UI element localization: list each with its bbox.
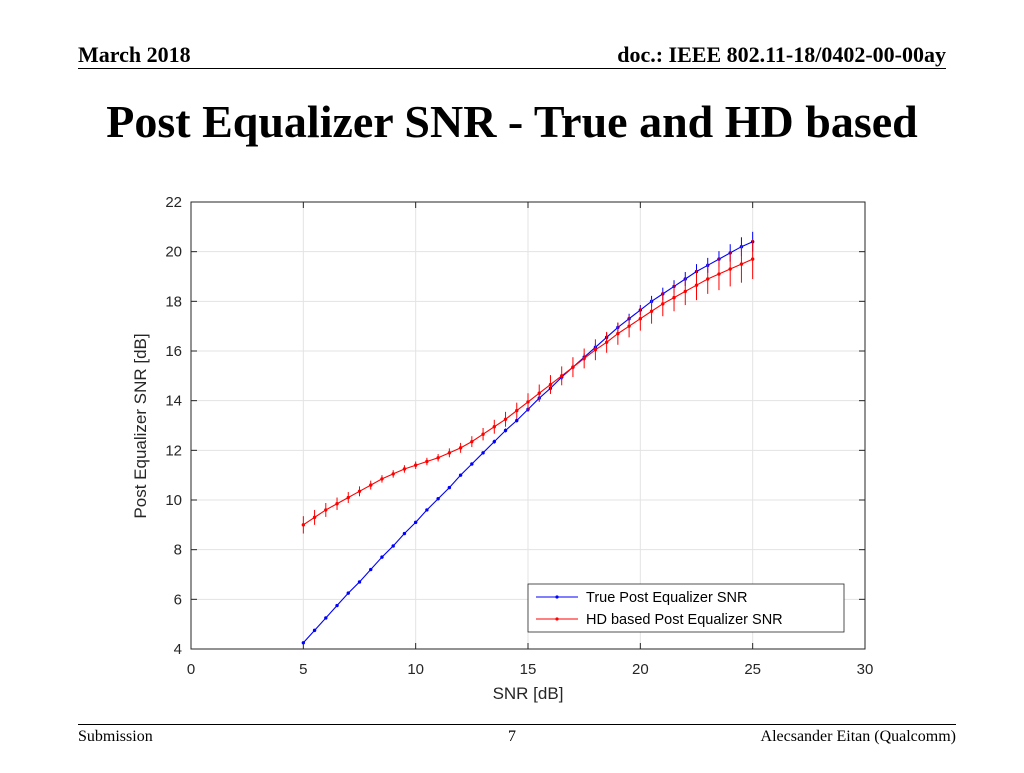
data-point <box>661 302 665 306</box>
x-tick-label: 10 <box>407 661 424 678</box>
data-point <box>717 272 721 276</box>
legend-label-true: True Post Equalizer SNR <box>586 590 747 606</box>
footer-author: Alecsander Eitan (Qualcomm) <box>760 728 956 745</box>
header-rule <box>78 68 946 69</box>
data-point <box>481 451 485 455</box>
data-point <box>515 408 519 413</box>
data-point <box>458 446 463 450</box>
data-point <box>447 451 452 455</box>
y-tick-label: 22 <box>165 194 182 211</box>
data-point <box>413 463 418 467</box>
data-point <box>425 508 429 512</box>
legend: True Post Equalizer SNR HD based Post Eq… <box>527 583 845 633</box>
x-tick-label: 0 <box>187 661 195 678</box>
x-tick-label: 5 <box>299 661 307 678</box>
data-point <box>560 374 564 378</box>
y-axis-label: Post Equalizer SNR [dB] <box>131 333 150 518</box>
y-tick-label: 14 <box>165 393 182 410</box>
data-point <box>312 628 317 633</box>
data-point <box>346 591 350 595</box>
data-point <box>324 616 328 620</box>
series-layer <box>301 231 755 645</box>
data-point <box>301 523 306 527</box>
legend-box <box>527 583 845 633</box>
data-point <box>616 331 620 336</box>
data-point <box>683 289 687 294</box>
x-tick-label: 25 <box>744 661 761 678</box>
y-tick-label: 16 <box>165 343 182 360</box>
footer-submission: Submission <box>78 728 153 745</box>
legend-marker-hd <box>555 617 559 621</box>
data-point <box>425 459 429 464</box>
data-point <box>593 348 598 352</box>
data-point <box>649 309 654 313</box>
y-tick-label: 4 <box>174 641 182 658</box>
data-point <box>436 456 440 460</box>
x-tick-label: 15 <box>520 661 537 678</box>
data-point <box>380 477 384 481</box>
data-point <box>503 417 508 421</box>
data-point <box>627 324 631 328</box>
data-point <box>413 520 418 525</box>
data-point <box>436 497 440 501</box>
data-point <box>548 382 553 387</box>
data-point <box>369 567 373 572</box>
data-point <box>694 283 699 287</box>
data-point <box>357 489 362 494</box>
data-point <box>672 295 676 300</box>
data-point <box>515 418 519 423</box>
data-point <box>638 317 643 321</box>
y-tick-label: 20 <box>165 244 182 261</box>
data-point <box>312 515 317 520</box>
y-tick-label: 10 <box>165 492 182 509</box>
data-point <box>301 641 306 645</box>
data-point <box>706 277 710 281</box>
y-tick-label: 18 <box>165 293 182 310</box>
data-point <box>470 439 474 444</box>
data-point <box>346 495 350 500</box>
legend-label-hd: HD based Post Equalizer SNR <box>586 612 783 628</box>
header-date: March 2018 <box>78 42 191 67</box>
data-point <box>391 472 395 476</box>
data-point <box>582 356 586 361</box>
data-point <box>335 603 339 608</box>
data-point <box>402 531 407 536</box>
y-tick-label: 12 <box>165 442 182 459</box>
data-point <box>402 467 407 471</box>
data-point <box>447 485 452 490</box>
data-point <box>335 502 339 506</box>
data-point <box>481 432 485 436</box>
data-point <box>571 365 575 369</box>
series-hd <box>301 239 755 534</box>
x-tick-label: 30 <box>857 661 874 678</box>
axis-ticks: 0 5 10 15 20 25 30 4 6 8 10 12 14 16 18 20 22 <box>165 194 873 678</box>
y-tick-label: 6 <box>174 591 182 608</box>
data-point <box>324 508 328 512</box>
y-tick-label: 8 <box>174 542 182 559</box>
data-point <box>526 400 530 404</box>
data-point <box>369 483 373 487</box>
data-point <box>391 544 395 548</box>
data-point <box>537 391 541 395</box>
x-tick-label: 20 <box>632 661 649 678</box>
data-point <box>458 473 463 477</box>
header-doc-id: doc.: IEEE 802.11-18/0402-00-00ay <box>617 42 946 67</box>
data-point <box>503 428 508 433</box>
data-point <box>380 555 384 559</box>
slide-title: Post Equalizer SNR - True and HD based <box>106 96 918 147</box>
data-point <box>357 580 362 584</box>
data-point <box>470 462 474 466</box>
data-point <box>750 257 755 261</box>
data-point <box>492 439 496 444</box>
data-point <box>492 425 496 429</box>
footer-rule <box>78 724 956 725</box>
data-point <box>739 262 744 266</box>
x-axis-label: SNR [dB] <box>493 684 564 703</box>
data-point <box>604 340 609 345</box>
footer-page-number: 7 <box>508 728 516 745</box>
legend-marker-true <box>555 595 559 599</box>
data-point <box>728 267 732 271</box>
